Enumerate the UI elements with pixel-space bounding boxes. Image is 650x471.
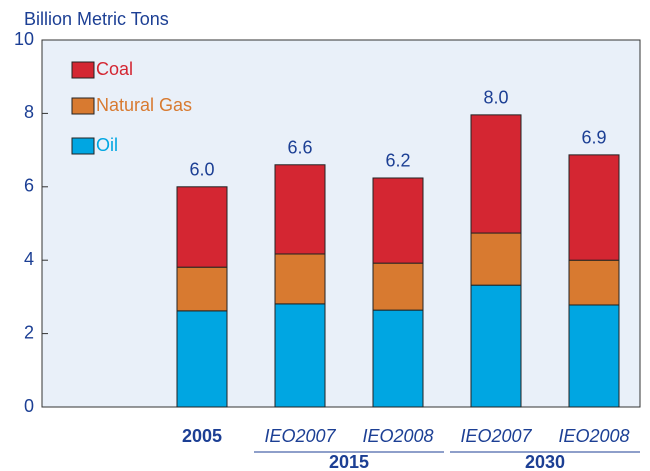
group-label: 2015 (329, 452, 369, 471)
bar-segment (372, 309, 424, 408)
bar-segment (372, 262, 424, 311)
y-tick-label: 4 (24, 249, 34, 269)
group-label: 2030 (525, 452, 565, 471)
bar-segment (176, 186, 228, 268)
total-label: 6.2 (385, 151, 410, 171)
y-tick-label: 0 (24, 396, 34, 416)
total-label: 8.0 (483, 88, 508, 108)
x-tick-label: 2005 (182, 426, 222, 446)
bar-segment (568, 304, 620, 408)
bar-segment (274, 253, 326, 305)
bar-segment (568, 154, 620, 261)
plot-area (41, 39, 641, 408)
legend-swatch (71, 137, 95, 155)
total-label: 6.0 (189, 160, 214, 180)
y-tick-label: 6 (24, 176, 34, 196)
y-tick-label: 2 (24, 322, 34, 342)
bar-segment (274, 164, 326, 255)
x-tick-label: IEO2008 (362, 426, 433, 446)
bar-segment (176, 266, 228, 312)
bar-segment (470, 114, 522, 234)
legend-label: Natural Gas (96, 95, 192, 115)
legend-swatch (71, 61, 95, 79)
y-axis-label: Billion Metric Tons (24, 9, 169, 29)
legend-swatch (71, 97, 95, 115)
total-label: 6.9 (581, 128, 606, 148)
y-tick-label: 10 (14, 29, 34, 49)
x-tick-label: IEO2007 (460, 426, 532, 446)
x-tick-label: IEO2008 (558, 426, 629, 446)
total-label: 6.6 (287, 138, 312, 158)
bar-segment (568, 259, 620, 306)
bar-segment (274, 303, 326, 408)
legend-label: Oil (96, 135, 118, 155)
bar-segment (470, 284, 522, 408)
bar-segment (176, 310, 228, 408)
bar-segment (470, 232, 522, 286)
bar-segment (372, 177, 424, 264)
y-tick-label: 8 (24, 102, 34, 122)
legend-label: Coal (96, 59, 133, 79)
x-tick-label: IEO2007 (264, 426, 336, 446)
